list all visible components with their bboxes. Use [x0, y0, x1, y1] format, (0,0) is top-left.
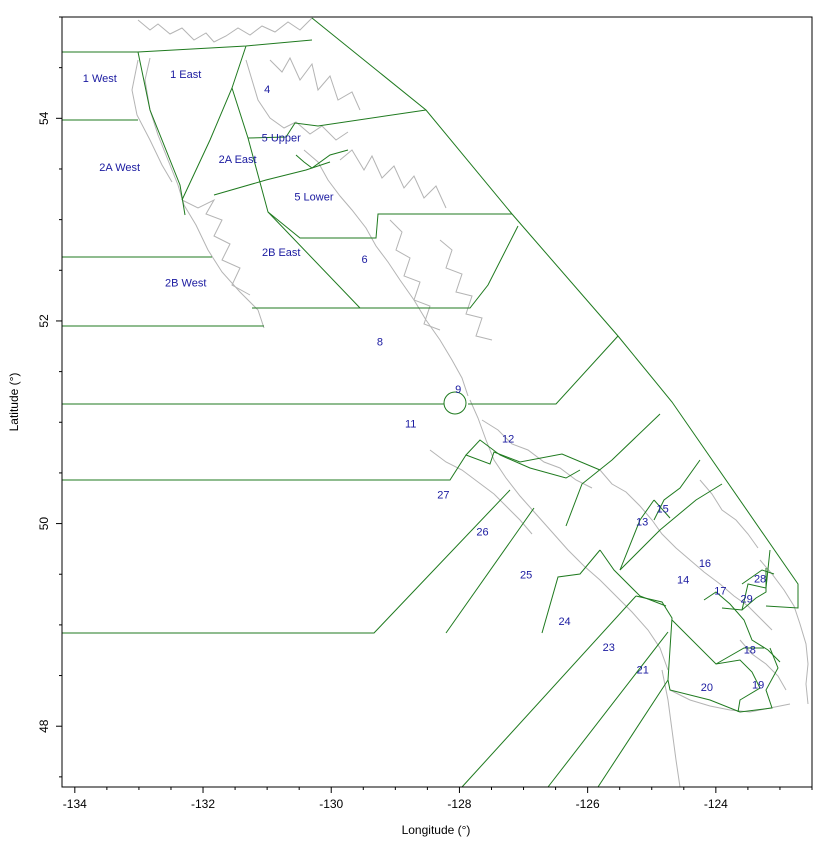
x-tick-label: -128: [447, 797, 471, 811]
area-label: 29: [740, 594, 752, 606]
x-tick-label: -126: [576, 797, 600, 811]
area-label: 1 East: [170, 69, 201, 81]
area-label: 21: [637, 665, 649, 677]
coastline-segment: [245, 59, 349, 141]
area-label: 17: [714, 586, 726, 598]
coastline-segment: [339, 149, 447, 209]
area-label: 2B West: [165, 278, 206, 290]
area-9-circle: [443, 391, 467, 415]
coastline-segment: [599, 469, 773, 631]
area-label: 6: [362, 254, 368, 266]
area-label: 11: [405, 418, 416, 430]
x-tick-label: -124: [704, 797, 728, 811]
area-label: 27: [437, 489, 449, 501]
coastline-segment: [759, 559, 809, 705]
area-boundary-line: [62, 451, 601, 481]
coastline-segment: [481, 419, 593, 489]
area-boundary-line: [311, 17, 799, 609]
area-label: 8: [377, 336, 383, 348]
area-boundary-line: [619, 499, 655, 571]
area-boundary-line: [62, 39, 313, 53]
area-boundary-line: [667, 647, 779, 713]
area-boundary-line: [181, 45, 247, 201]
area-label: 2A West: [99, 162, 140, 174]
area-labels: 1 West 1 East 4 5 Upper 2A East 2A West 5 Lowe…: [83, 69, 766, 694]
area-label: 20: [701, 682, 713, 694]
coastline-segment: [429, 449, 533, 535]
area-boundary-line: [653, 459, 701, 521]
area-boundary-line: [619, 483, 723, 571]
area-label: 24: [558, 616, 570, 628]
coastline-segment: [269, 56, 361, 111]
coastline-segment: [137, 17, 313, 43]
area-boundary-line: [741, 569, 775, 585]
area-label: 26: [476, 527, 488, 539]
coastline-segment: [131, 59, 173, 183]
area-label: 25: [520, 569, 532, 581]
area-label: 12: [502, 434, 514, 446]
area-label: 1 West: [83, 73, 117, 85]
area-label: 19: [752, 680, 764, 692]
y-tick-label: 50: [37, 517, 51, 531]
area-label: 23: [603, 642, 615, 654]
area-label: 2A East: [219, 154, 257, 166]
area-boundary-line: [468, 335, 619, 405]
area-boundary-line: [671, 619, 761, 713]
area-boundary-line: [565, 413, 661, 527]
area-label: 13: [636, 517, 648, 529]
x-tick-label: -132: [191, 797, 215, 811]
x-axis-title: Longitude (°): [402, 823, 471, 837]
area-boundary-line: [465, 439, 581, 479]
area-label: 28: [754, 573, 766, 585]
coastline: [131, 17, 809, 788]
area-label: 4: [264, 84, 270, 96]
area-label: 5 Lower: [294, 191, 333, 203]
coastline-segment: [661, 669, 681, 788]
area-boundary-line: [247, 109, 427, 139]
area-boundary-line: [461, 595, 637, 788]
area-boundary-line: [741, 549, 771, 611]
area-label: 16: [699, 558, 711, 570]
coastline-segment: [389, 219, 441, 331]
x-tick-label: -134: [63, 797, 87, 811]
area-boundary-line: [715, 647, 764, 665]
area-boundary-line: [599, 549, 667, 607]
area-boundary-line: [445, 507, 535, 634]
area-label: 2B East: [262, 247, 301, 259]
coastline-segment: [739, 639, 787, 691]
y-axis-title: Latitude (°): [7, 373, 21, 432]
area-boundary-line: [597, 679, 669, 788]
area-boundaries: [62, 17, 799, 788]
coastline-segment: [469, 399, 669, 671]
area-label: 14: [677, 574, 689, 586]
coastline-segment: [181, 198, 251, 296]
y-tick-label: 52: [37, 314, 51, 328]
area-label: 18: [744, 644, 756, 656]
area-boundary-line: [547, 631, 669, 788]
area-boundary-line: [62, 489, 511, 634]
area-label: 5 Upper: [262, 133, 301, 145]
area-boundary-line: [541, 549, 601, 634]
area-boundary-line: [252, 225, 519, 309]
x-tick-label: -130: [319, 797, 343, 811]
y-tick-label: 48: [37, 719, 51, 733]
plot-frame: [61, 16, 813, 788]
area-boundary-line: [653, 499, 671, 519]
x-axis-ticks: -134 -132 -130 -128 -126 -124: [63, 787, 813, 811]
area-label: 9: [455, 384, 461, 396]
coastline-segment: [439, 239, 493, 341]
y-tick-label: 54: [37, 111, 51, 125]
area-boundary-line: [213, 161, 331, 196]
coastline-segment: [303, 149, 469, 397]
area-boundary-line: [703, 591, 781, 663]
area-label: 15: [657, 503, 669, 515]
y-axis-ticks: 48 50 52 54: [37, 16, 62, 778]
